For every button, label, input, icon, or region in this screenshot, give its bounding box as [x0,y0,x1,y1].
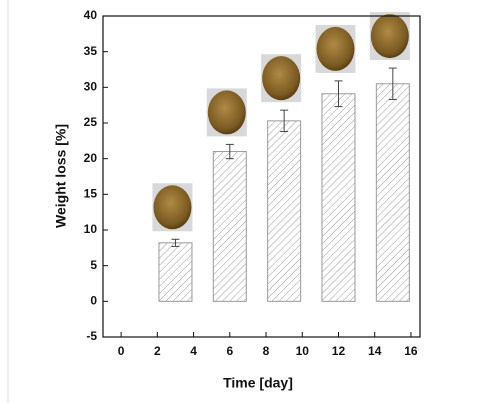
bar [321,93,356,302]
y-tick-label: 40 [84,8,98,22]
y-tick-label: 30 [84,80,98,94]
x-tick-label: 12 [332,344,346,358]
sample-photo [262,56,301,101]
bar [158,242,193,302]
error-bar [388,67,397,100]
plot-frame [102,15,421,338]
bar [267,120,302,302]
error-bar [334,80,343,108]
y-axis-label: Weight loss [%] [53,124,69,228]
error-bar [280,109,289,133]
x-tick-label: 2 [154,344,161,358]
sample-photo [153,185,192,230]
x-tick-label: 4 [190,344,197,358]
sample-photo [316,26,355,71]
error-bar [225,143,234,160]
x-tick-label: 0 [118,344,125,358]
error-bar [171,238,180,247]
sample-photo [370,14,409,59]
y-tick-label: 15 [84,187,98,201]
y-tick-label: 25 [84,115,98,129]
y-tick-label: -5 [86,329,97,343]
x-tick-label: 10 [296,344,310,358]
x-axis-label: Time [day] [223,375,293,391]
sample-photo [207,90,246,135]
bar [212,151,247,302]
bar [375,83,410,302]
y-tick-label: 0 [90,294,97,308]
x-tick-label: 16 [404,344,418,358]
y-tick-label: 35 [84,44,98,58]
y-tick-label: 10 [84,222,98,236]
x-tick-label: 8 [263,344,270,358]
y-tick-label: 5 [90,258,97,272]
x-tick-label: 14 [368,344,382,358]
y-tick-label: 20 [84,151,98,165]
x-tick-label: 6 [226,344,233,358]
